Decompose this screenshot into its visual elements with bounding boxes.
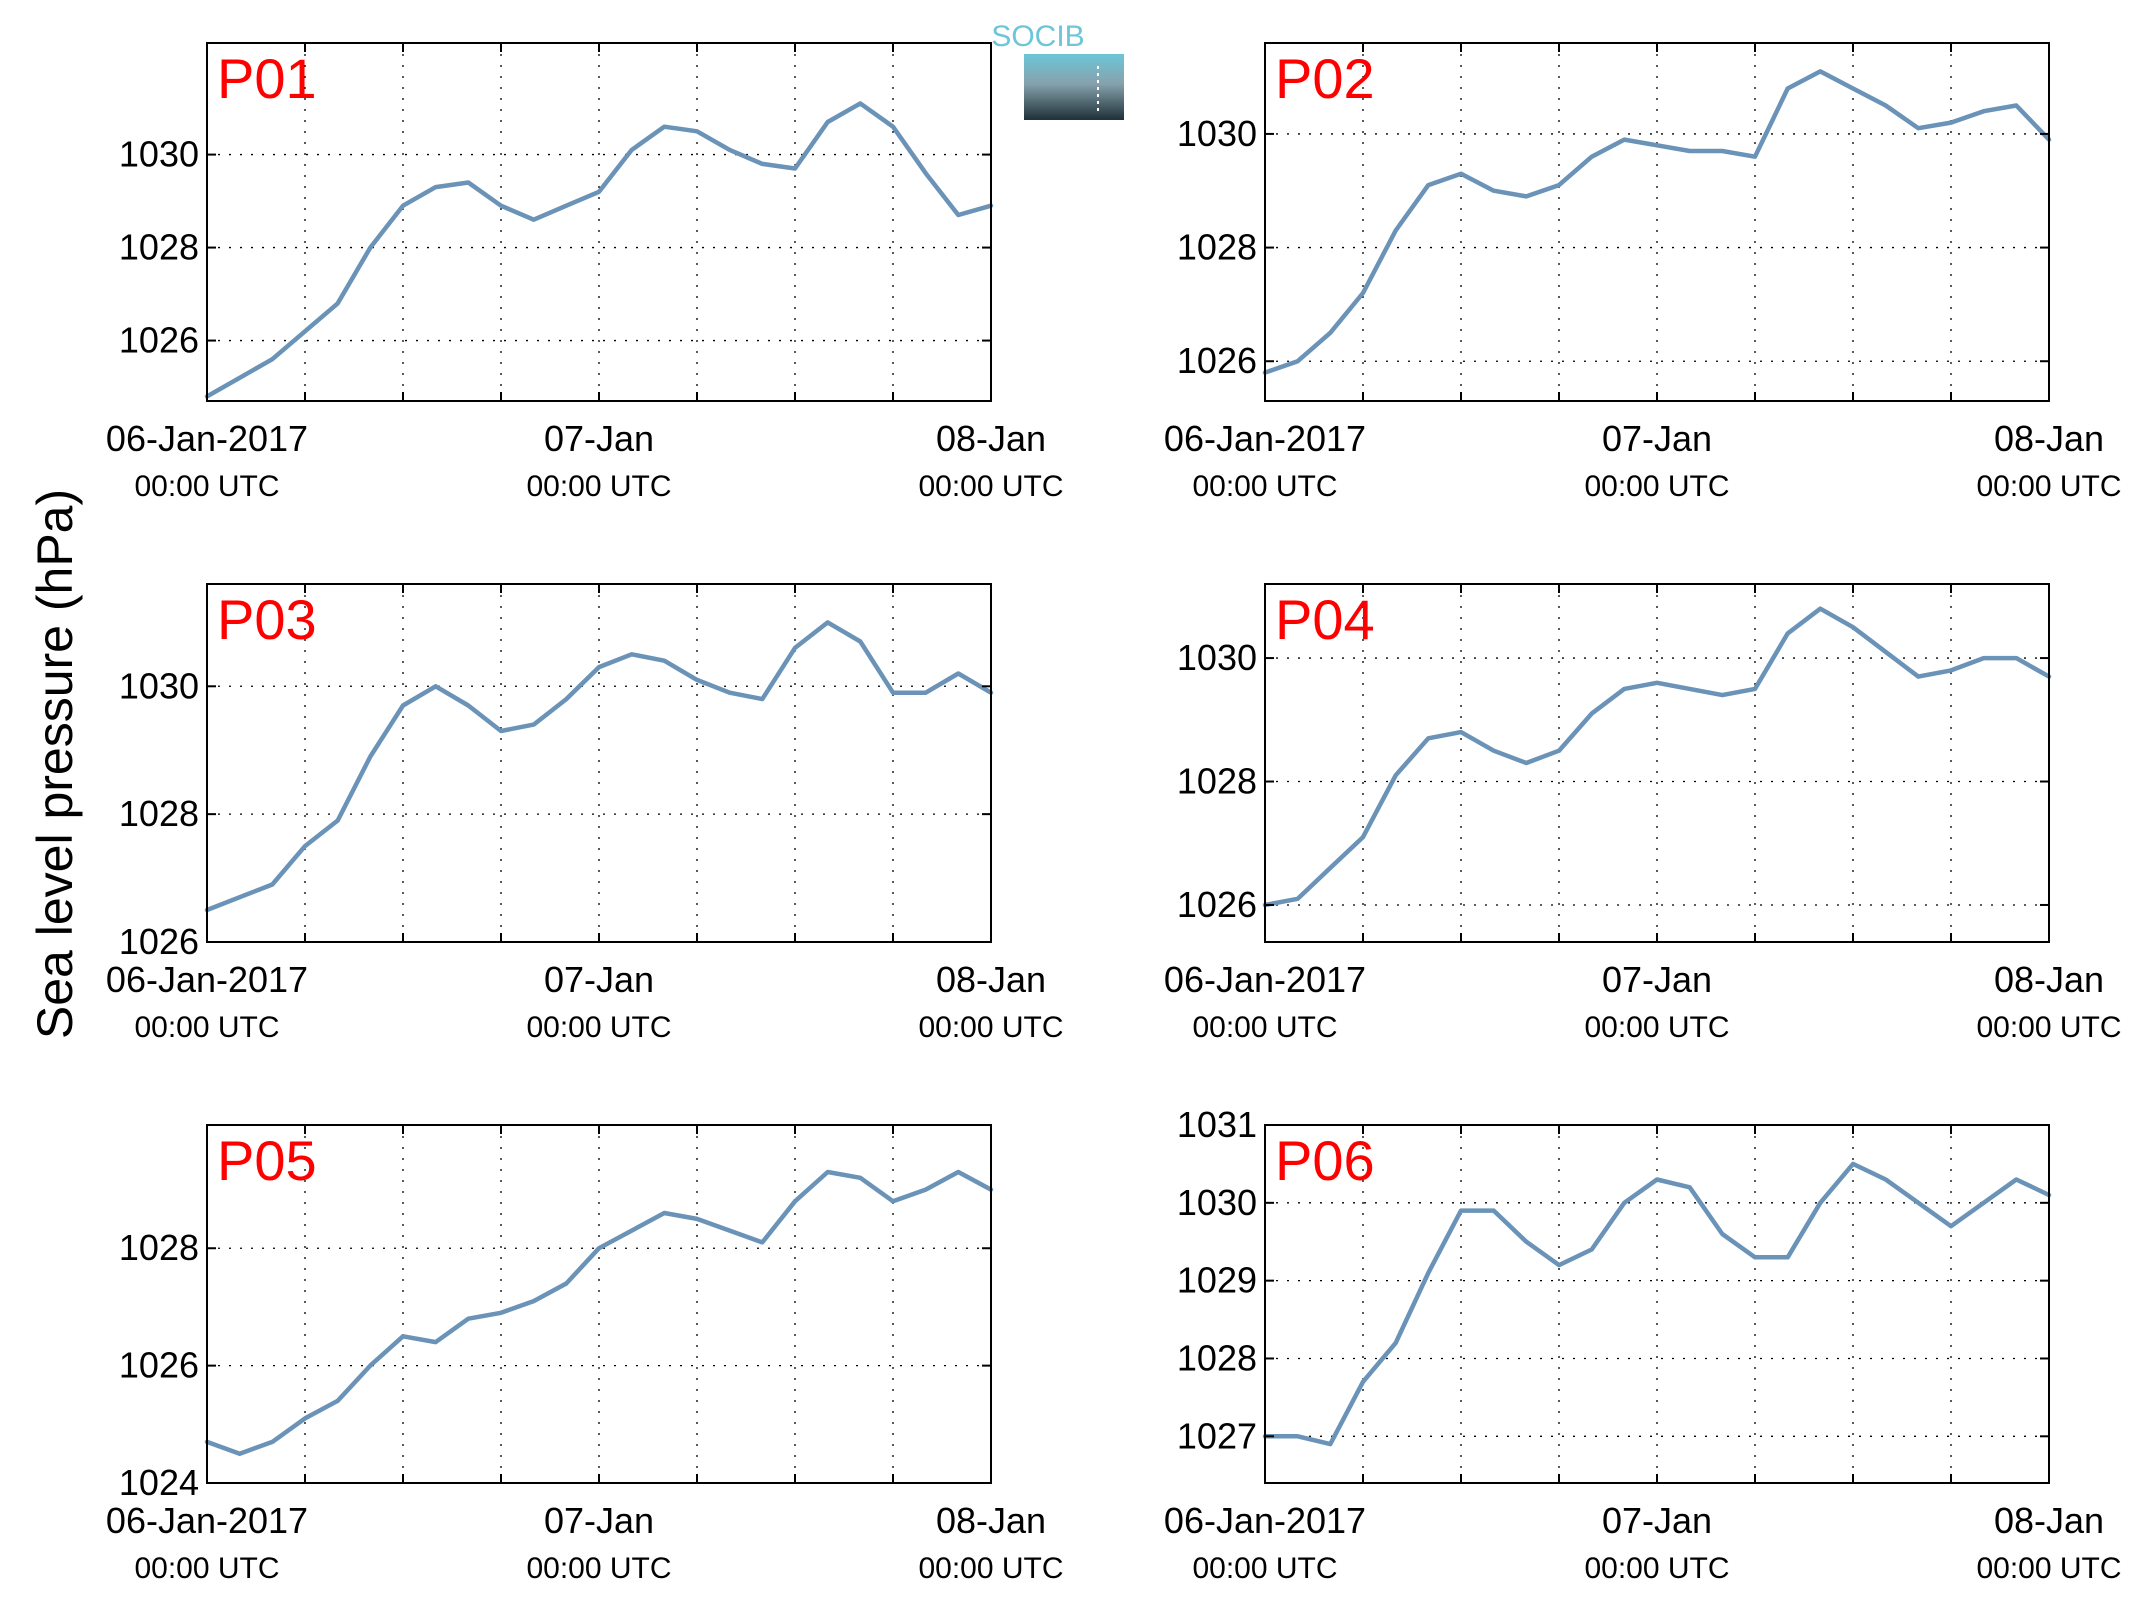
x-tick-label-date: 07-Jan: [544, 418, 654, 459]
x-tick-label-time: 00:00 UTC: [918, 1552, 1063, 1585]
panel-p02: 1026 1028 1030 06-Jan-2017 00:00 UTC 07-Jan 00…: [1164, 42, 2122, 503]
y-tick-label: 1030: [1177, 1182, 1257, 1223]
logo-text: SOCIB: [991, 20, 1084, 53]
x-tick-label-date: 06-Jan-2017: [1164, 959, 1366, 1000]
x-tick-label-time: 00:00 UTC: [918, 470, 1063, 503]
x-tick-label-date: 06-Jan-2017: [1164, 1500, 1366, 1541]
series-line: [1262, 69, 2052, 375]
x-tick-label-time: 00:00 UTC: [1192, 1552, 1337, 1585]
x-tick-label-date: 06-Jan-2017: [106, 418, 308, 459]
y-tick-label: 1028: [1177, 761, 1257, 802]
x-tick-label-date: 08-Jan: [936, 418, 1046, 459]
y-tick-label: 1030: [119, 134, 199, 175]
y-tick-label: 1030: [1177, 113, 1257, 154]
x-tick-label-time: 00:00 UTC: [1976, 470, 2121, 503]
y-tick-label: 1026: [119, 320, 199, 361]
series-line: [1262, 1161, 2052, 1447]
panel-p03: 1026 1028 1030 06-Jan-2017 00:00 UTC 07-Jan 00…: [106, 583, 1064, 1044]
y-tick-label: 1028: [119, 1227, 199, 1268]
y-tick-label: 1028: [119, 227, 199, 268]
x-tick-label-time: 00:00 UTC: [134, 1552, 279, 1585]
panel-label: P05: [217, 1129, 317, 1192]
x-tick-label-time: 00:00 UTC: [526, 1011, 671, 1044]
panel-label: P02: [1275, 47, 1375, 110]
y-tick-label: 1026: [1177, 340, 1257, 381]
axes-box: [206, 583, 992, 943]
x-tick-label-time: 00:00 UTC: [1192, 470, 1337, 503]
y-tick-label: 1028: [119, 793, 199, 834]
x-tick-label-date: 06-Jan-2017: [106, 1500, 308, 1541]
x-tick-label-date: 08-Jan: [936, 1500, 1046, 1541]
x-tick-label-time: 00:00 UTC: [526, 470, 671, 503]
x-tick-label-date: 07-Jan: [544, 1500, 654, 1541]
x-tick-label-time: 00:00 UTC: [134, 1011, 279, 1044]
x-tick-label-date: 07-Jan: [1602, 959, 1712, 1000]
y-tick-label: 1026: [1177, 884, 1257, 925]
socib-logo: SOCIB: [991, 20, 1124, 120]
y-tick-label: 1026: [119, 1345, 199, 1386]
x-tick-label-time: 00:00 UTC: [526, 1552, 671, 1585]
x-tick-label-time: 00:00 UTC: [1976, 1552, 2121, 1585]
x-tick-label-date: 07-Jan: [544, 959, 654, 1000]
x-tick-label-date: 07-Jan: [1602, 1500, 1712, 1541]
panel-p06: 1027 1028 1029 1030 1031 06-Jan-2017 00:00 UTC…: [1164, 1104, 2122, 1585]
panel-label: P03: [217, 588, 317, 651]
x-tick-label-time: 00:00 UTC: [918, 1011, 1063, 1044]
series-line: [204, 101, 994, 399]
x-tick-label-time: 00:00 UTC: [134, 470, 279, 503]
axes-box: [206, 1124, 992, 1484]
panel-p01: 1026 1028 1030 06-Jan-2017 00:00 UTC 07-Jan 00…: [106, 42, 1064, 503]
panel-p04: 1026 1028 1030 06-Jan-2017 00:00 UTC 07-Jan 00…: [1164, 583, 2122, 1044]
x-tick-label-date: 07-Jan: [1602, 418, 1712, 459]
y-tick-label: 1028: [1177, 227, 1257, 268]
y-tick-label: 1028: [1177, 1337, 1257, 1378]
x-tick-label-time: 00:00 UTC: [1584, 470, 1729, 503]
panel-label: P01: [217, 47, 317, 110]
panel-label: P06: [1275, 1129, 1375, 1192]
panel-p05: 1024 1026 1028 06-Jan-2017 00:00 UTC 07-Jan 00…: [106, 1124, 1064, 1585]
x-tick-label-date: 08-Jan: [1994, 418, 2104, 459]
x-tick-label-time: 00:00 UTC: [1584, 1552, 1729, 1585]
y-tick-label: 1030: [119, 665, 199, 706]
x-tick-label-date: 06-Jan-2017: [106, 959, 308, 1000]
axes-box: [1264, 42, 2050, 402]
y-tick-label: 1026: [119, 921, 199, 962]
y-tick-label: 1027: [1177, 1415, 1257, 1456]
x-tick-label-time: 00:00 UTC: [1192, 1011, 1337, 1044]
y-tick-label: 1024: [119, 1462, 199, 1503]
logo-block: [1024, 54, 1124, 120]
x-tick-label-date: 08-Jan: [1994, 959, 2104, 1000]
y-tick-label: 1031: [1177, 1104, 1257, 1145]
x-tick-label-date: 06-Jan-2017: [1164, 418, 1366, 459]
y-tick-label: 1029: [1177, 1260, 1257, 1301]
axes-box: [206, 42, 992, 402]
panel-label: P04: [1275, 588, 1375, 651]
y-axis-label: Sea level pressure (hPa): [27, 489, 83, 1039]
axes-box: [1264, 583, 2050, 943]
series-line: [204, 620, 994, 913]
series-line: [1262, 606, 2052, 908]
x-tick-label-date: 08-Jan: [1994, 1500, 2104, 1541]
x-tick-label-date: 08-Jan: [936, 959, 1046, 1000]
x-tick-label-time: 00:00 UTC: [1976, 1011, 2121, 1044]
y-tick-label: 1030: [1177, 637, 1257, 678]
series-line: [204, 1169, 994, 1456]
x-tick-label-time: 00:00 UTC: [1584, 1011, 1729, 1044]
